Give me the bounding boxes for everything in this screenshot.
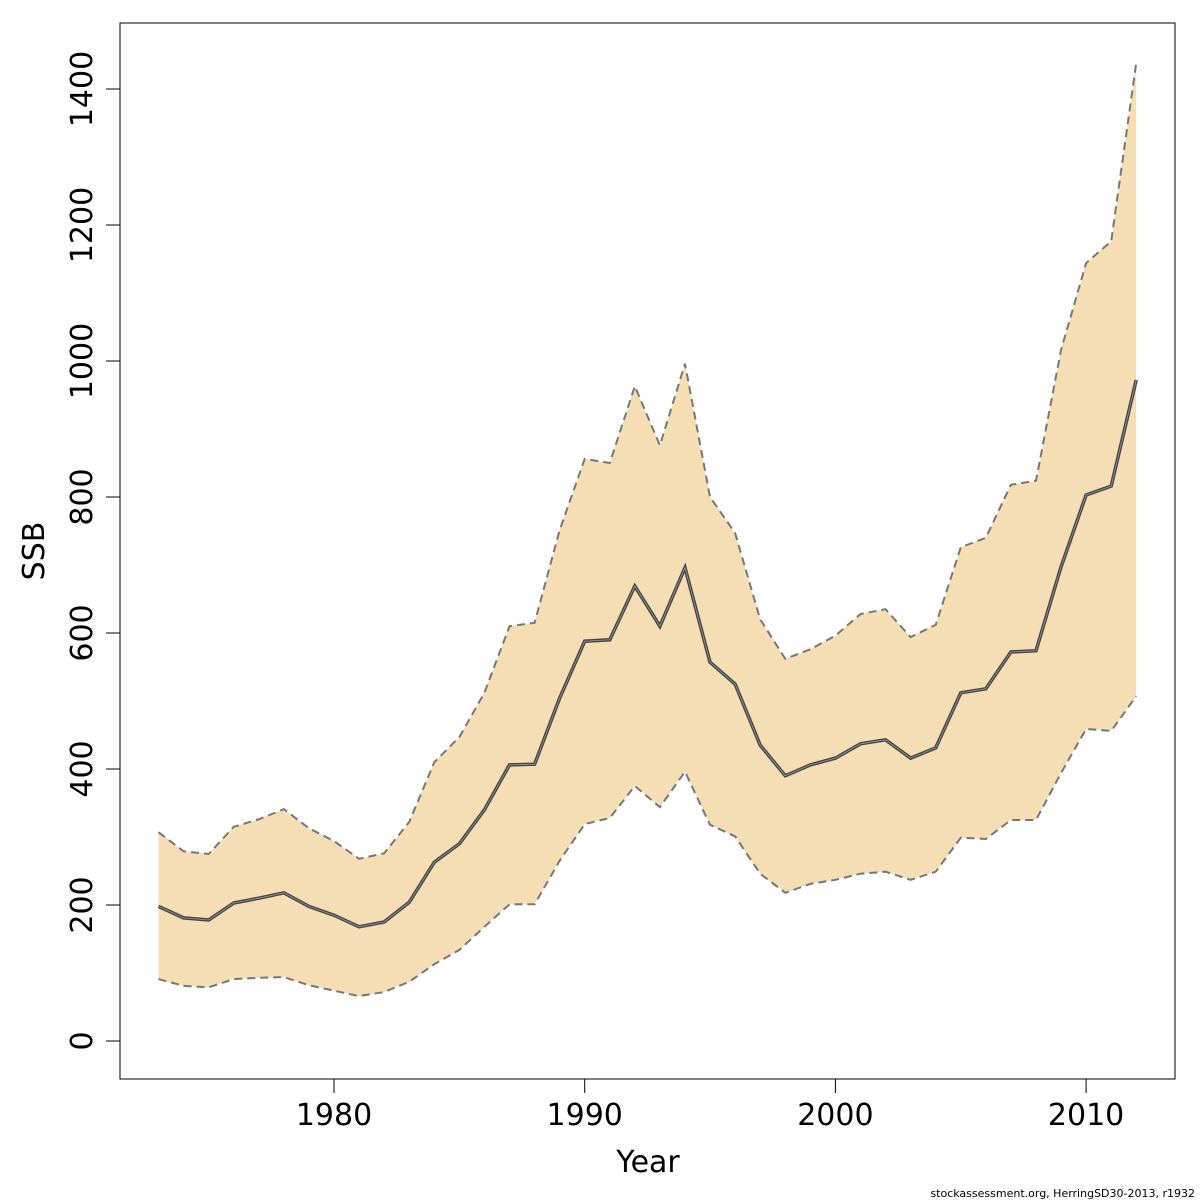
x-axis-label: Year [615, 1145, 680, 1180]
x-tick-label: 1990 [547, 1098, 623, 1133]
y-axis-label: SSB [17, 522, 52, 581]
y-tick-label: 400 [65, 740, 100, 797]
y-tick-label: 800 [65, 468, 100, 525]
y-tick-label: 600 [65, 604, 100, 661]
y-tick-label: 200 [65, 876, 100, 933]
y-tick-label: 0 [65, 1031, 100, 1050]
y-tick-label: 1000 [65, 323, 100, 399]
upper-bound-line [157, 63, 1138, 860]
confidence-band [158, 63, 1137, 997]
x-axis: 1980 1990 2000 2010 [296, 1078, 1124, 1133]
y-axis: 0 200 400 600 800 1000 1200 1400 [65, 51, 121, 1051]
x-tick-label: 2000 [797, 1098, 873, 1133]
x-tick-label: 1980 [296, 1098, 372, 1133]
lower-bound-line [158, 695, 1138, 998]
y-tick-label: 1400 [65, 51, 100, 127]
plot-area [157, 63, 1138, 998]
y-tick-label: 1200 [65, 187, 100, 263]
footer-credit: stockassessment.org, HerringSD30-2013, r… [930, 1187, 1195, 1200]
median-ssb-line-inner [158, 379, 1137, 928]
x-tick-label: 2010 [1048, 1098, 1124, 1133]
